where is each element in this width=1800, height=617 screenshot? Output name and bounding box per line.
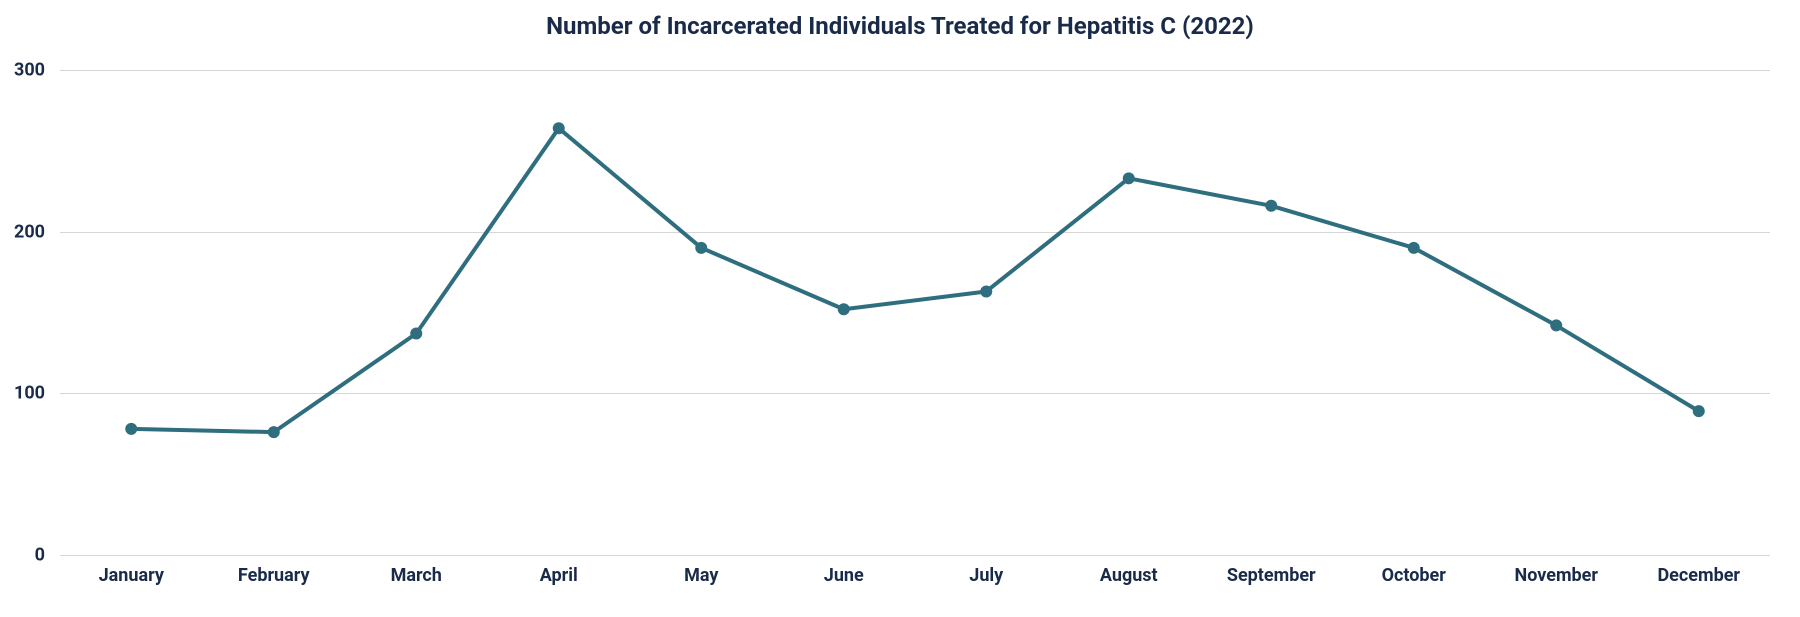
chart-title: Number of Incarcerated Individuals Treat… <box>0 12 1800 40</box>
x-axis-label: September <box>1227 565 1316 586</box>
x-axis-label: October <box>1382 565 1446 586</box>
x-axis-label: July <box>969 565 1003 586</box>
x-axis-label: April <box>540 565 578 586</box>
data-point <box>838 303 850 315</box>
x-axis-label: February <box>238 565 310 586</box>
gridline <box>60 555 1770 556</box>
y-axis-label: 200 <box>0 221 45 242</box>
data-point <box>980 285 992 297</box>
y-axis-label: 100 <box>0 383 45 404</box>
x-axis-label: August <box>1100 565 1158 586</box>
data-point <box>1265 200 1277 212</box>
data-point <box>410 328 422 340</box>
data-point <box>695 242 707 254</box>
data-point <box>1408 242 1420 254</box>
data-point <box>125 423 137 435</box>
x-axis-label: November <box>1515 565 1598 586</box>
x-axis-label: March <box>391 565 442 586</box>
data-point <box>1123 172 1135 184</box>
y-axis-label: 300 <box>0 60 45 81</box>
x-axis-label: January <box>99 565 164 586</box>
data-point <box>553 122 565 134</box>
x-axis-label: May <box>684 565 718 586</box>
chart-container: Number of Incarcerated Individuals Treat… <box>0 0 1800 617</box>
x-axis-label: December <box>1657 565 1740 586</box>
line-path <box>131 128 1699 432</box>
x-axis-label: June <box>824 565 864 586</box>
y-axis-label: 0 <box>0 545 45 566</box>
plot-area <box>60 70 1770 555</box>
line-series <box>60 70 1770 555</box>
data-point <box>268 426 280 438</box>
data-point <box>1693 405 1705 417</box>
data-point <box>1550 319 1562 331</box>
